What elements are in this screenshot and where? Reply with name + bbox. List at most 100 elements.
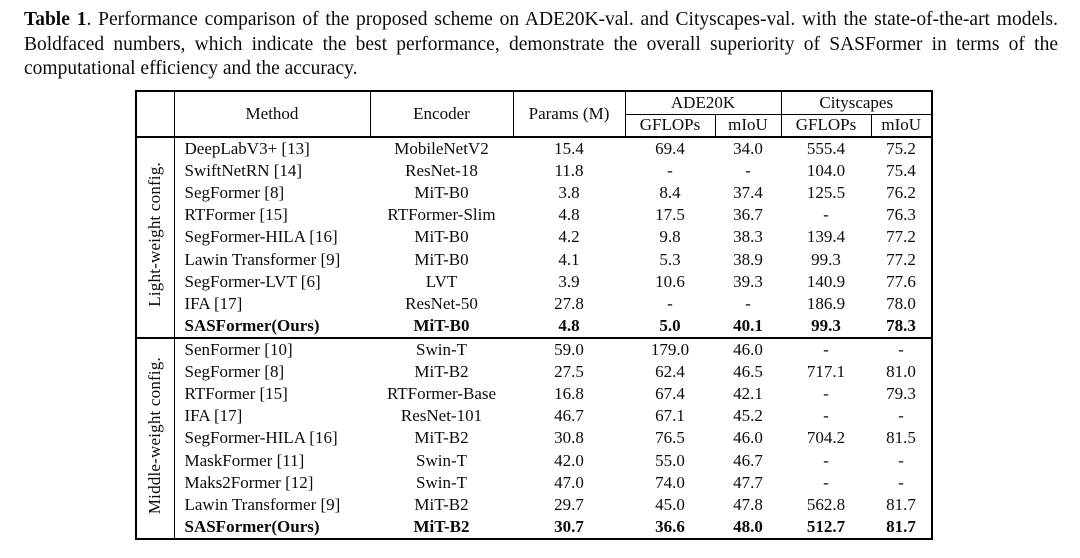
- cell-cityscapes-miou: 76.2: [886, 183, 916, 203]
- cell-cityscapes-miou: 75.4: [886, 161, 916, 181]
- cell-encoder: ResNet-50: [405, 293, 478, 313]
- cell-ade20k-gflops: -: [667, 161, 673, 181]
- cell-ade20k-gflops: 36.6: [655, 516, 685, 536]
- table-body: Light-weight config. DeepLabV3+ [13] Mobil…: [136, 137, 932, 539]
- cell-cityscapes-miou: 78.0: [886, 293, 916, 313]
- cell-params: 4.1: [558, 249, 580, 269]
- cell-ade20k-miou: -: [745, 161, 751, 181]
- cell-params: 27.8: [554, 293, 584, 313]
- cell-method: SegFormer-HILA [16]: [184, 227, 338, 247]
- cell-method: IFA [17]: [184, 293, 243, 313]
- cell-method: SASFormer(Ours): [184, 516, 320, 536]
- table-row: RTFormer [15] RTFormer-Base 16.8 67.4 42.1 - 7…: [136, 383, 932, 405]
- cell-cityscapes-gflops: -: [823, 450, 829, 470]
- cell-ade20k-gflops: 67.4: [655, 384, 685, 404]
- cell-ade20k-miou: 38.9: [733, 249, 763, 269]
- cell-ade20k-miou: 37.4: [733, 183, 763, 203]
- cell-cityscapes-miou: 81.7: [886, 494, 916, 514]
- table-row: IFA [17] ResNet-101 46.7 67.1 45.2 - -: [136, 405, 932, 427]
- table-row: SASFormer(Ours) MiT-B0 4.8 5.0 40.1 99.3 78.3: [136, 315, 932, 338]
- cell-cityscapes-miou: 75.2: [886, 139, 916, 159]
- cell-ade20k-gflops: 179.0: [625, 336, 715, 362]
- table-header: Method Encoder Params (M) ADE20K Citysca…: [135, 91, 933, 138]
- cell-cityscapes-gflops: 555.4: [806, 139, 846, 159]
- cell-encoder: ResNet-18: [405, 161, 478, 181]
- cell-encoder: Swin-T: [416, 450, 467, 470]
- table-row: Lawin Transformer [9] MiT-B0 4.1 5.3 38.9 99.…: [136, 249, 932, 271]
- cell-method: SegFormer [8]: [184, 183, 285, 203]
- cell-method: RTFormer [15]: [184, 384, 288, 404]
- caption-label: Table 1: [24, 9, 87, 30]
- cell-ade20k-miou: 46.5: [733, 362, 763, 382]
- table-row: SwiftNetRN [14] ResNet-18 11.8 - - 104.0 75.4: [136, 160, 932, 182]
- cell-cityscapes-miou: 77.2: [886, 227, 916, 247]
- cell-cityscapes-gflops: 125.5: [806, 183, 846, 203]
- cell-ade20k-gflops: 74.0: [655, 472, 685, 492]
- cell-params: 3.9: [558, 271, 580, 291]
- cell-method: Lawin Transformer [9]: [184, 249, 341, 269]
- cell-ade20k-gflops: 76.5: [655, 428, 685, 448]
- table-caption: Table 1. Performance comparison of the p…: [24, 8, 1058, 82]
- cell-cityscapes-miou: 81.5: [886, 428, 916, 448]
- header-params: Params (M): [512, 91, 626, 138]
- cell-cityscapes-miou: 77.6: [886, 271, 916, 291]
- cell-ade20k-gflops: 9.8: [659, 227, 681, 247]
- cell-cityscapes-gflops: -: [781, 336, 871, 362]
- cell-ade20k-miou: 48.0: [733, 516, 763, 536]
- cell-params: 29.7: [554, 494, 584, 514]
- cell-cityscapes-gflops: 139.4: [806, 227, 846, 247]
- cell-ade20k-gflops: 62.4: [655, 362, 685, 382]
- cell-method: DeepLabV3+ [13]: [184, 139, 310, 159]
- table-row: Middle-weight config. SenFormer [10] Swin-…: [136, 336, 932, 539]
- cell-ade20k-gflops: 5.3: [659, 249, 681, 269]
- cell-cityscapes-gflops: -: [823, 205, 829, 225]
- cell-params: 30.8: [554, 428, 584, 448]
- cell-params: 47.0: [554, 472, 584, 492]
- section-label: Light-weight config.: [145, 162, 165, 307]
- cell-method: MaskFormer [11]: [184, 450, 305, 470]
- table-row: Lawin Transformer [9] MiT-B2 29.7 45.0 47.8 5…: [136, 494, 932, 516]
- header-city-miou: mIoU: [870, 114, 933, 138]
- table-row: IFA [17] ResNet-50 27.8 - - 186.9 78.0: [136, 293, 932, 315]
- cell-cityscapes-miou: 76.3: [886, 205, 916, 225]
- cell-encoder: RTFormer-Slim: [387, 205, 496, 225]
- cell-ade20k-gflops: -: [667, 293, 673, 313]
- cell-ade20k-gflops: 8.4: [659, 183, 681, 203]
- cell-method: SenFormer [10]: [174, 336, 370, 362]
- cell-cityscapes-miou: 81.7: [886, 516, 916, 536]
- cell-encoder: MiT-B0: [414, 249, 469, 269]
- cell-encoder: RTFormer-Base: [386, 384, 497, 404]
- header-corner-cell: [135, 91, 175, 138]
- table-row: Light-weight config. DeepLabV3+ [13] Mobil…: [136, 137, 932, 338]
- cell-cityscapes-miou: -: [898, 472, 904, 492]
- table-row: SegFormer-LVT [6] LVT 3.9 10.6 39.3 140.9 77.6: [136, 271, 932, 293]
- cell-cityscapes-gflops: 717.1: [806, 362, 846, 382]
- header-ade-miou: mIoU: [714, 114, 782, 138]
- section-label-cell: Light-weight config.: [136, 137, 175, 338]
- cell-ade20k-gflops: 69.4: [655, 139, 685, 159]
- table-row: SegFormer [8] MiT-B2 27.5 62.4 46.5 717.1 81.0: [136, 361, 932, 383]
- cell-cityscapes-gflops: 99.3: [811, 315, 841, 335]
- cell-ade20k-miou: 46.7: [733, 450, 763, 470]
- table-row: SegFormer [8] MiT-B0 3.8 8.4 37.4 125.5 76.2: [136, 182, 932, 204]
- cell-encoder: Swin-T: [370, 336, 513, 362]
- header-row-top: Method Encoder Params (M) ADE20K Citysca…: [135, 91, 933, 138]
- table-row: RTFormer [15] RTFormer-Slim 4.8 17.5 36.7 - 76…: [136, 204, 932, 226]
- cell-encoder: MobileNetV2: [394, 139, 489, 159]
- cell-params: 30.7: [554, 516, 584, 536]
- cell-ade20k-gflops: 67.1: [655, 406, 685, 426]
- cell-cityscapes-miou: 78.3: [886, 315, 916, 335]
- cell-encoder: LVT: [425, 271, 458, 291]
- cell-cityscapes-gflops: 140.9: [806, 271, 846, 291]
- cell-encoder: MiT-B2: [414, 428, 469, 448]
- cell-params: 59.0: [513, 336, 625, 362]
- cell-method: SASFormer(Ours): [184, 315, 320, 335]
- table-row: SASFormer(Ours) MiT-B2 30.7 36.6 48.0 512.7 81…: [136, 516, 932, 539]
- cell-ade20k-miou: 40.1: [733, 315, 763, 335]
- cell-method: Lawin Transformer [9]: [184, 494, 341, 514]
- cell-encoder: MiT-B0: [413, 315, 470, 335]
- header-group-cityscapes: Cityscapes: [780, 91, 933, 115]
- cell-ade20k-miou: 46.0: [715, 336, 781, 362]
- cell-cityscapes-gflops: -: [823, 406, 829, 426]
- cell-params: 15.4: [554, 139, 584, 159]
